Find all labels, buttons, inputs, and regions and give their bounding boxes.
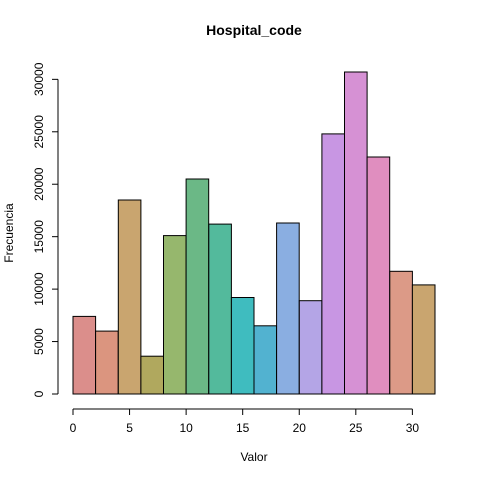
- histogram-bar: [276, 222, 300, 395]
- x-tick-label: 10: [179, 421, 193, 435]
- histogram-bar: [117, 199, 142, 395]
- y-axis-label: Frecuencia: [2, 203, 16, 263]
- histogram-bar: [298, 300, 323, 395]
- x-tick-label: 25: [349, 421, 363, 435]
- histogram-bar: [163, 235, 187, 395]
- histogram-bar: [253, 325, 278, 395]
- x-axis: 0 5 10 15 20 25 30: [70, 408, 420, 435]
- y-tick-label: 20000: [32, 167, 46, 201]
- histogram-bar: [208, 223, 232, 395]
- histogram-bar: [366, 156, 391, 395]
- histogram-bar: [230, 297, 255, 395]
- histogram-bar: [185, 178, 210, 395]
- x-tick-label: 15: [236, 421, 250, 435]
- y-axis: 0 5000 10000 15000 20000 25000 30000: [32, 62, 59, 397]
- chart-title: Hospital_code: [206, 22, 302, 38]
- x-tick-label: 30: [406, 421, 420, 435]
- y-tick-label: 5000: [32, 328, 46, 355]
- histogram-bar: [72, 315, 97, 395]
- histogram-bar: [321, 133, 345, 395]
- y-tick-label: 0: [32, 390, 46, 397]
- histogram-bar: [140, 355, 164, 395]
- histogram-bar: [411, 284, 436, 395]
- bars-group: [72, 71, 436, 395]
- y-tick-label: 30000: [32, 62, 46, 96]
- x-axis-label: Valor: [240, 450, 267, 464]
- histogram-bar: [344, 71, 368, 395]
- y-tick-label: 15000: [32, 220, 46, 254]
- x-tick-label: 20: [293, 421, 307, 435]
- x-tick-label: 5: [126, 421, 133, 435]
- histogram-bar: [389, 270, 413, 395]
- x-tick-label: 0: [70, 421, 77, 435]
- y-tick-label: 25000: [32, 115, 46, 149]
- histogram-bar: [95, 330, 119, 395]
- y-tick-label: 10000: [32, 272, 46, 306]
